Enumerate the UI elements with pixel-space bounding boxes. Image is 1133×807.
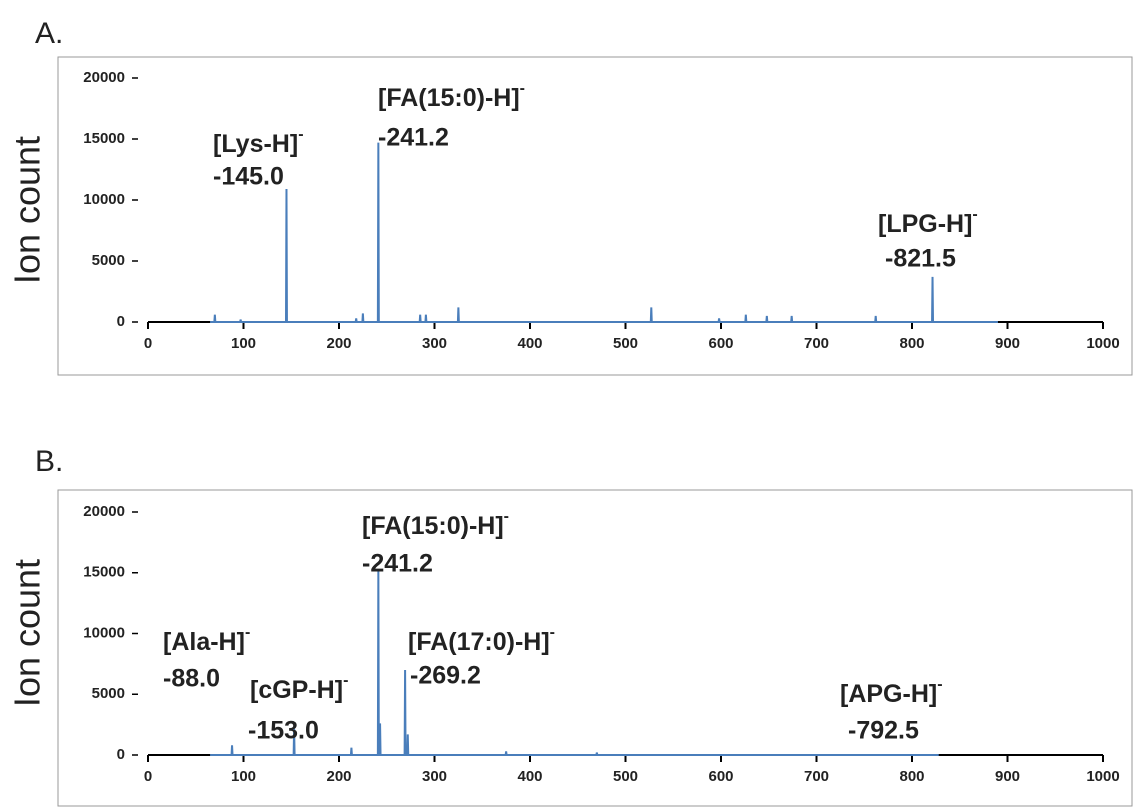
annotation-charge: - bbox=[972, 206, 977, 223]
annotation-name: [LPG-H] bbox=[878, 210, 972, 238]
x-tick-label: 300 bbox=[422, 768, 447, 785]
x-tick-label: 600 bbox=[708, 335, 733, 352]
annotation-mz: -821.5 bbox=[885, 245, 956, 273]
y-axis-label: Ion count bbox=[7, 136, 48, 284]
y-tick-label: 5000 bbox=[92, 685, 125, 702]
annotation-name: [Lys-H] bbox=[213, 130, 298, 158]
annotation-mz: -88.0 bbox=[163, 665, 220, 693]
x-tick-label: 900 bbox=[995, 768, 1020, 785]
panel-label: A. bbox=[35, 17, 63, 50]
y-tick-label: 10000 bbox=[83, 191, 125, 208]
x-tick-label: 800 bbox=[899, 335, 924, 352]
x-tick-label: 400 bbox=[517, 768, 542, 785]
x-tick-label: 500 bbox=[613, 768, 638, 785]
annotation-mz: -241.2 bbox=[362, 550, 433, 578]
annotation-name: [Ala-H] bbox=[163, 628, 245, 656]
x-tick-label: 700 bbox=[804, 335, 829, 352]
annotation-mz: -153.0 bbox=[248, 717, 319, 745]
annotation-name: [FA(15:0)-H] bbox=[362, 512, 504, 540]
spectrum-line bbox=[210, 142, 998, 323]
annotation-name: [APG-H] bbox=[840, 680, 937, 708]
x-tick-label: 700 bbox=[804, 768, 829, 785]
annotation-charge: - bbox=[520, 80, 525, 97]
peak-annotation: [Ala-H]- bbox=[163, 624, 250, 655]
y-axis-label: Ion count bbox=[7, 559, 48, 707]
peak-annotation: [LPG-H]- bbox=[878, 206, 978, 237]
peak-annotation: [APG-H]- bbox=[840, 676, 943, 707]
annotation-mz: -241.2 bbox=[378, 124, 449, 152]
peak-annotation: [FA(17:0)-H]- bbox=[408, 624, 555, 655]
x-tick-label: 100 bbox=[231, 768, 256, 785]
panel-label: B. bbox=[35, 445, 63, 478]
annotation-name: [FA(15:0)-H] bbox=[378, 84, 520, 112]
peak-annotation: [FA(15:0)-H]- bbox=[378, 80, 525, 111]
annotation-charge: - bbox=[298, 126, 303, 143]
y-tick-label: 20000 bbox=[83, 69, 125, 86]
y-tick-label: 5000 bbox=[92, 252, 125, 269]
peak-annotation: [cGP-H]- bbox=[250, 672, 348, 703]
x-tick-label: 200 bbox=[326, 335, 351, 352]
spectrum-line bbox=[210, 569, 939, 756]
x-tick-label: 400 bbox=[517, 335, 542, 352]
y-tick-label: 10000 bbox=[83, 624, 125, 641]
y-tick-label: 20000 bbox=[83, 503, 125, 520]
panel-frame bbox=[57, 489, 1133, 807]
x-tick-label: 600 bbox=[708, 768, 733, 785]
x-tick-label: 0 bbox=[144, 768, 152, 785]
peak-annotation: [Lys-H]- bbox=[213, 126, 304, 157]
annotation-mz: -145.0 bbox=[213, 163, 284, 191]
x-tick-label: 300 bbox=[422, 335, 447, 352]
x-tick-label: 900 bbox=[995, 335, 1020, 352]
y-tick-label: 0 bbox=[117, 746, 125, 763]
x-tick-label: 1000 bbox=[1086, 335, 1119, 352]
y-tick-label: 15000 bbox=[83, 130, 125, 147]
x-tick-label: 0 bbox=[144, 335, 152, 352]
annotation-charge: - bbox=[245, 624, 250, 641]
x-tick-label: 500 bbox=[613, 335, 638, 352]
annotation-name: [cGP-H] bbox=[250, 676, 343, 704]
annotation-mz: -792.5 bbox=[848, 717, 919, 745]
y-tick-label: 0 bbox=[117, 313, 125, 330]
x-tick-label: 1000 bbox=[1086, 768, 1119, 785]
annotation-charge: - bbox=[550, 624, 555, 641]
annotation-charge: - bbox=[937, 676, 942, 693]
x-tick-label: 100 bbox=[231, 335, 256, 352]
x-tick-label: 800 bbox=[899, 768, 924, 785]
annotation-charge: - bbox=[343, 672, 348, 689]
annotation-name: [FA(17:0)-H] bbox=[408, 628, 550, 656]
annotation-charge: - bbox=[504, 508, 509, 525]
y-tick-label: 15000 bbox=[83, 564, 125, 581]
panel-frame bbox=[57, 56, 1133, 376]
x-tick-label: 200 bbox=[326, 768, 351, 785]
peak-annotation: [FA(15:0)-H]- bbox=[362, 508, 509, 539]
annotation-mz: -269.2 bbox=[410, 662, 481, 690]
